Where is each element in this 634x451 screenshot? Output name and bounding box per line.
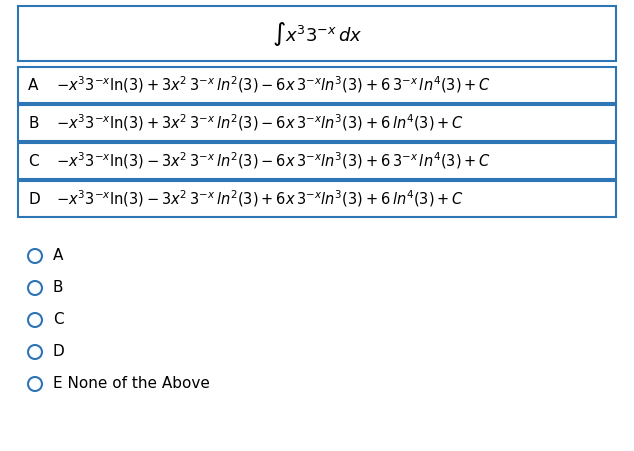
FancyBboxPatch shape — [18, 105, 616, 141]
Text: $-x^3 3^{-x}\ln(3) - 3x^2\, 3^{-x}\, \mathit{ln}^2(3) + 6x\, 3^{-x}\mathit{ln}^3: $-x^3 3^{-x}\ln(3) - 3x^2\, 3^{-x}\, \ma… — [56, 189, 464, 209]
FancyBboxPatch shape — [18, 67, 616, 103]
Text: B: B — [53, 281, 63, 295]
Text: C: C — [53, 313, 63, 327]
Text: $-x^3 3^{-x}\ln(3) + 3x^2\, 3^{-x}\, \mathit{ln}^2(3) - 6x\, 3^{-x}\mathit{ln}^3: $-x^3 3^{-x}\ln(3) + 3x^2\, 3^{-x}\, \ma… — [56, 113, 464, 133]
Text: $-x^3 3^{-x}\ln(3) - 3x^2\, 3^{-x}\, \mathit{ln}^2(3) - 6x\, 3^{-x}\mathit{ln}^3: $-x^3 3^{-x}\ln(3) - 3x^2\, 3^{-x}\, \ma… — [56, 151, 491, 171]
FancyBboxPatch shape — [18, 6, 616, 61]
FancyBboxPatch shape — [18, 181, 616, 217]
Text: B: B — [28, 115, 39, 130]
Text: A: A — [28, 78, 39, 92]
Text: D: D — [28, 192, 40, 207]
Text: C: C — [28, 153, 39, 169]
Text: D: D — [53, 345, 65, 359]
Text: A: A — [53, 249, 63, 263]
Text: E None of the Above: E None of the Above — [53, 377, 210, 391]
Text: $-x^3 3^{-x}\ln(3) + 3x^2\, 3^{-x}\, \mathit{ln}^2(3) - 6x\, 3^{-x}\mathit{ln}^3: $-x^3 3^{-x}\ln(3) + 3x^2\, 3^{-x}\, \ma… — [56, 75, 491, 95]
FancyBboxPatch shape — [18, 143, 616, 179]
Text: $\int x^3 3^{-x}\, dx$: $\int x^3 3^{-x}\, dx$ — [272, 19, 362, 47]
